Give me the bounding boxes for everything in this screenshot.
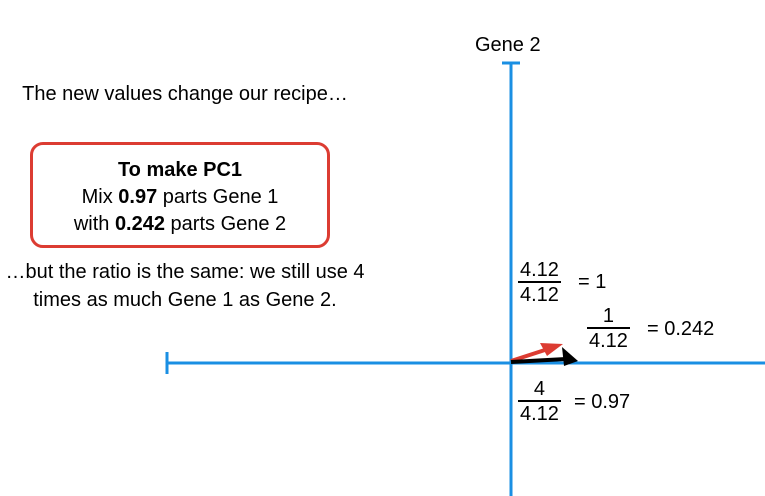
- recipe-line-gene1: Mix 0.97 parts Gene 1: [33, 184, 327, 211]
- fraction-gene1: 4 4.12: [518, 379, 561, 424]
- new-vector-line: [510, 347, 549, 363]
- fraction-length-bar: [518, 281, 561, 283]
- fraction-gene1-bar: [518, 400, 561, 402]
- fraction-gene1-numerator: 4: [533, 378, 546, 400]
- recipe-line2-pre: with: [73, 213, 115, 235]
- intro-text: The new values change our recipe…: [22, 83, 348, 105]
- recipe-line2-value: 0.242: [114, 213, 165, 235]
- recipe-box: To make PC1 Mix 0.97 parts Gene 1 with 0…: [30, 142, 330, 248]
- fraction-gene2: 1 4.12: [587, 306, 630, 351]
- fraction-length: 4.12 4.12: [518, 260, 561, 305]
- recipe-title: To make PC1: [117, 159, 243, 181]
- recipe-line1-value: 0.97: [118, 186, 158, 208]
- y-axis-label: Gene 2: [475, 34, 541, 56]
- fraction-length-result: = 1: [578, 271, 607, 293]
- fraction-length-denominator: 4.12: [520, 284, 559, 306]
- recipe-line2-post: parts Gene 2: [165, 213, 287, 235]
- recipe-line-gene2: with 0.242 parts Gene 2: [33, 211, 327, 238]
- fraction-gene2-numerator: 1: [602, 305, 615, 327]
- outro-text: …but the ratio is the same: we still use…: [5, 261, 365, 311]
- fraction-gene2-result: = 0.242: [647, 318, 715, 340]
- old-vector-arrowhead: [562, 347, 578, 366]
- recipe-line1-post: parts Gene 1: [157, 186, 279, 208]
- fraction-gene2-bar: [587, 327, 630, 329]
- recipe-line1-pre: Mix: [81, 186, 119, 208]
- fraction-gene1-result: = 0.97: [574, 391, 631, 413]
- new-vector-arrowhead: [540, 343, 563, 356]
- fraction-length-numerator: 4.12: [520, 259, 559, 281]
- old-vector-line: [510, 357, 567, 364]
- fraction-gene1-denominator: 4.12: [520, 403, 559, 425]
- fraction-gene2-denominator: 4.12: [589, 330, 628, 352]
